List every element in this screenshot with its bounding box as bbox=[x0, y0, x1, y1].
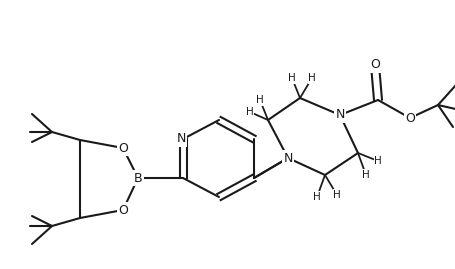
Text: H: H bbox=[256, 95, 264, 105]
Text: H: H bbox=[288, 73, 296, 83]
Text: O: O bbox=[405, 111, 415, 125]
Text: N: N bbox=[283, 151, 293, 165]
Text: H: H bbox=[308, 73, 316, 83]
Text: O: O bbox=[370, 58, 380, 72]
Text: H: H bbox=[333, 190, 341, 200]
Text: H: H bbox=[362, 170, 370, 180]
Text: N: N bbox=[335, 108, 345, 122]
Text: H: H bbox=[313, 192, 321, 202]
Text: H: H bbox=[374, 156, 382, 166]
Text: O: O bbox=[118, 141, 128, 154]
Text: N: N bbox=[177, 133, 186, 146]
Text: H: H bbox=[246, 107, 254, 117]
Text: O: O bbox=[118, 204, 128, 217]
Text: B: B bbox=[134, 172, 142, 185]
